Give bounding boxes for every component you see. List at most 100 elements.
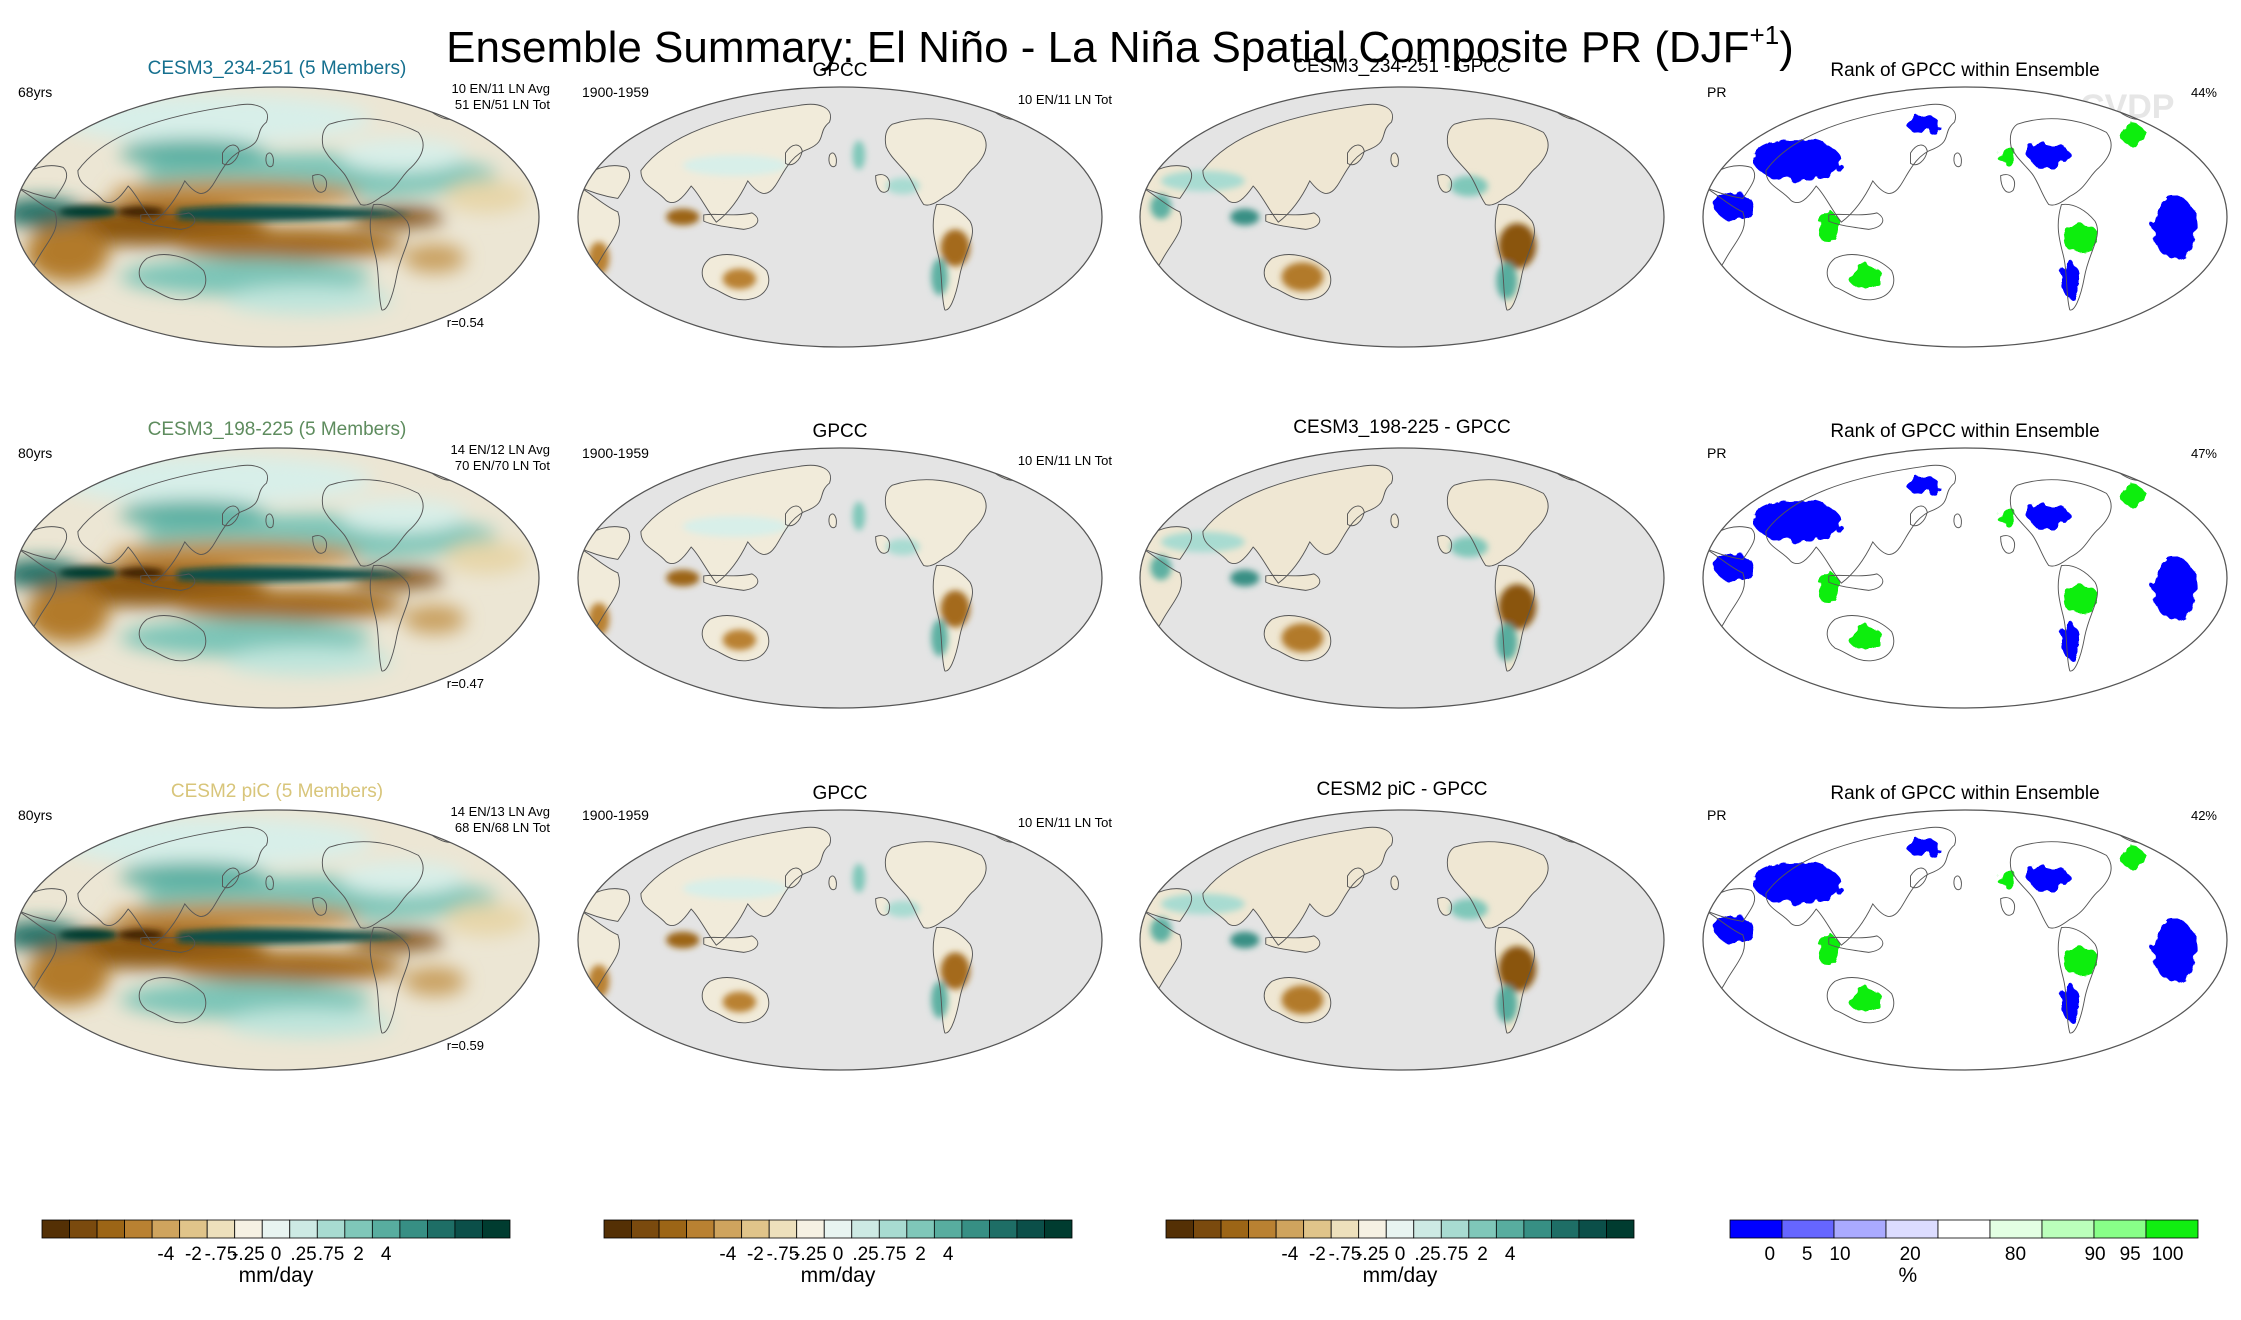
colorbar-tick-label: 2 — [915, 1244, 926, 1265]
colorbar-swatch — [234, 1219, 263, 1239]
rank-map — [1702, 86, 2228, 348]
colorbar-tick-label: 0 — [1764, 1244, 1775, 1265]
colorbar-tick-label: 10 — [1829, 1244, 1850, 1265]
colorbar-swatch — [179, 1219, 208, 1239]
colorbar-tick-label: .25 — [1414, 1244, 1440, 1265]
map-border — [1139, 809, 1665, 1071]
colorbar-swatch — [1989, 1219, 2043, 1239]
map-border — [1139, 447, 1665, 709]
colorbar-swatch — [1729, 1219, 1783, 1239]
colorbar-pr: -4 -2 -.75-.25 0 .25.75 2 4 mm/day — [1165, 1219, 1635, 1287]
colorbar-tick-label: -.75 — [205, 1244, 238, 1265]
obs-title: GPCC — [813, 421, 868, 442]
model-events-avg: 14 EN/12 LN Avg — [451, 442, 551, 457]
obs-period: 1900-1959 — [582, 445, 649, 461]
colorbar-tick-label: 95 — [2120, 1244, 2141, 1265]
colorbar-tick-label: .25 — [290, 1244, 316, 1265]
colorbar-swatch — [454, 1219, 483, 1239]
rank-variable: PR — [1707, 807, 1726, 823]
obs-composite-map — [577, 86, 1103, 348]
colorbar-tick-label: 80 — [2005, 1244, 2026, 1265]
colorbar-swatch — [289, 1219, 318, 1239]
model-years: 80yrs — [18, 807, 52, 823]
colorbar-tick-label: -4 — [719, 1244, 736, 1265]
colorbar-tick-label: .75 — [880, 1244, 906, 1265]
colorbar-swatch — [482, 1219, 511, 1239]
difference-map — [1139, 447, 1665, 709]
colorbar-swatch — [906, 1219, 935, 1239]
colorbar-swatch — [1885, 1219, 1939, 1239]
obs-events: 10 EN/11 LN Tot — [1018, 815, 1113, 830]
colorbar-swatch — [1165, 1219, 1194, 1239]
map-border — [14, 86, 540, 348]
colorbar-tick-label: -4 — [157, 1244, 174, 1265]
colorbar-tick-label: -2 — [1309, 1244, 1326, 1265]
colorbar-swatch — [427, 1219, 456, 1239]
colorbar-swatch — [261, 1219, 291, 1239]
colorbar-swatch — [989, 1219, 1018, 1239]
colorbar-swatch — [206, 1219, 236, 1239]
colorbar-swatch — [41, 1219, 70, 1239]
colorbar-tick-label: 100 — [2152, 1244, 2184, 1265]
colorbar-swatch — [1523, 1219, 1552, 1239]
colorbar-swatch — [69, 1219, 98, 1239]
colorbar-tick-label: .75 — [1442, 1244, 1468, 1265]
map-border — [577, 86, 1103, 348]
colorbar-tick-label: -.75 — [1329, 1244, 1362, 1265]
colorbar-swatch — [686, 1219, 715, 1239]
colorbar-unit: % — [1898, 1264, 1917, 1287]
colorbar-tick-label: .75 — [318, 1244, 344, 1265]
colorbar-tick-label: 4 — [943, 1244, 954, 1265]
obs-events: 10 EN/11 LN Tot — [1018, 92, 1113, 107]
colorbar-rank: 0 5 10 20 80 90 95 100% — [1729, 1219, 2199, 1287]
colorbar-swatch — [96, 1219, 125, 1239]
difference-map — [1139, 86, 1665, 348]
colorbar-swatch — [1193, 1219, 1222, 1239]
obs-events: 10 EN/11 LN Tot — [1018, 453, 1113, 468]
colorbar-tick-label: -.75 — [767, 1244, 800, 1265]
pattern-correlation: r=0.59 — [447, 1038, 484, 1053]
rank-title: Rank of GPCC within Ensemble — [1830, 60, 2099, 81]
colorbar-tick-label: 5 — [1802, 1244, 1813, 1265]
obs-composite-map — [577, 809, 1103, 1071]
map-border — [1702, 86, 2228, 348]
colorbar-unit: mm/day — [239, 1264, 314, 1287]
colorbar-tick-label: 4 — [1505, 1244, 1516, 1265]
model-years: 68yrs — [18, 84, 52, 100]
rank-percent: 42% — [2191, 808, 2217, 823]
colorbar-tick-label: 2 — [353, 1244, 364, 1265]
model-composite-map — [14, 809, 540, 1071]
model-composite-map — [14, 447, 540, 709]
colorbar-swatch — [1275, 1219, 1305, 1239]
colorbar-swatch — [796, 1219, 825, 1239]
colorbar-swatch — [768, 1219, 798, 1239]
colorbar-pr: -4 -2 -.75-.25 0 .25.75 2 4 mm/day — [603, 1219, 1073, 1287]
figure-title: Ensemble Summary: El Niño - La Niña Spat… — [446, 20, 1794, 72]
colorbar-tick-label: -.25 — [232, 1244, 265, 1265]
colorbar-swatch — [933, 1219, 963, 1239]
colorbar-swatch — [1833, 1219, 1887, 1239]
model-events-avg: 10 EN/11 LN Avg — [451, 81, 550, 96]
colorbar-swatch — [1413, 1219, 1442, 1239]
colorbar-swatch — [1551, 1219, 1580, 1239]
rank-title: Rank of GPCC within Ensemble — [1830, 783, 2099, 804]
colorbar-swatch — [1330, 1219, 1360, 1239]
rank-title: Rank of GPCC within Ensemble — [1830, 421, 2099, 442]
model-events-tot: 70 EN/70 LN Tot — [455, 458, 551, 473]
colorbar-tick-label: 0 — [1395, 1244, 1406, 1265]
colorbar-swatch — [603, 1219, 632, 1239]
panel-grid: CESM3_234-251 (5 Members) 68yrs 10 EN/11 L… — [14, 56, 2228, 1071]
colorbar-swatch — [1358, 1219, 1387, 1239]
colorbar-swatch — [124, 1219, 153, 1239]
colorbar-tick-label: -2 — [747, 1244, 764, 1265]
colorbar-swatch — [1606, 1219, 1635, 1239]
diff-title: CESM3_198-225 - GPCC — [1293, 417, 1511, 438]
rank-percent: 47% — [2191, 446, 2217, 461]
colorbar-swatch — [851, 1219, 880, 1239]
colorbar-tick-label: .25 — [852, 1244, 878, 1265]
colorbar-tick-label: 4 — [381, 1244, 392, 1265]
colorbar-swatch — [2093, 1219, 2147, 1239]
colorbar-swatch — [1468, 1219, 1497, 1239]
map-border — [577, 447, 1103, 709]
